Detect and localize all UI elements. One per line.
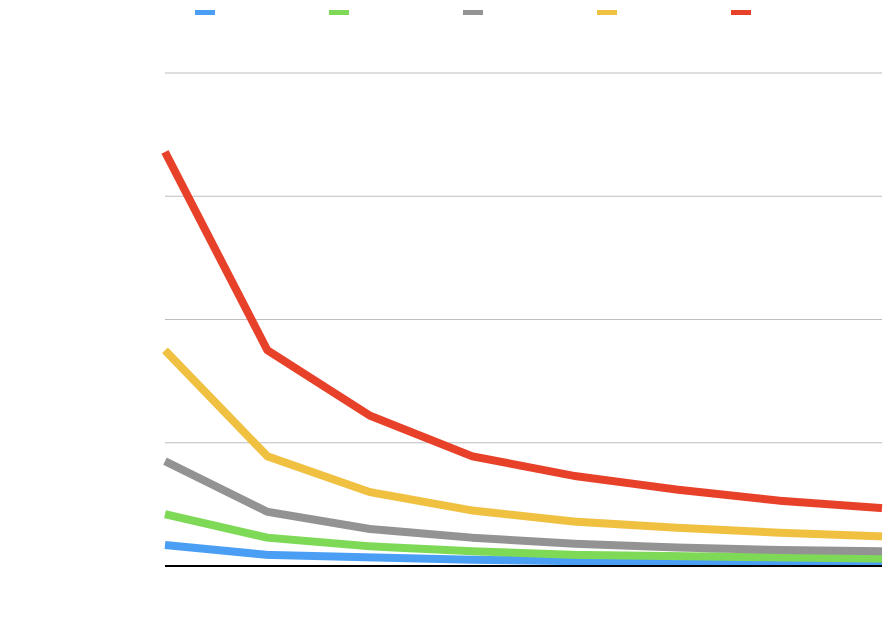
series-line-4 [162,347,883,541]
legend-swatch [731,10,751,15]
legend-swatch [463,10,483,15]
gridlines [165,72,882,444]
series-lines [161,150,883,567]
legend-swatch [597,10,617,15]
legend-swatch [329,10,349,15]
series-line-3 [163,457,883,556]
series-line-2 [164,510,883,563]
series-line-5 [161,150,883,513]
legend-swatch [195,10,215,15]
